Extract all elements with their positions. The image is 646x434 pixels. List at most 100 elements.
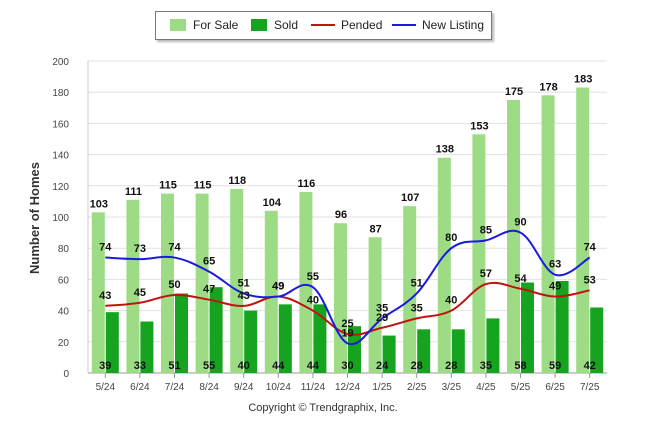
data-label-new-listing: 55 <box>307 271 319 283</box>
data-label-for-sale: 118 <box>228 175 246 187</box>
data-label-sold: 39 <box>99 360 111 372</box>
data-label-new-listing: 74 <box>584 242 597 254</box>
bar-for-sale <box>576 87 590 374</box>
data-label-pended: 29 <box>376 312 388 324</box>
x-tick-label: 5/25 <box>511 382 531 393</box>
x-tick-label: 8/24 <box>199 382 219 393</box>
data-label-sold: 30 <box>341 360 353 372</box>
bar-for-sale <box>403 206 417 373</box>
data-label-new-listing: 65 <box>203 256 215 268</box>
bar-sold <box>590 307 604 373</box>
x-tick-label: 1/25 <box>372 382 392 393</box>
data-label-sold: 28 <box>411 360 423 372</box>
data-label-sold: 51 <box>168 360 180 372</box>
data-label-sold: 24 <box>376 360 389 372</box>
data-label-for-sale: 87 <box>369 223 381 235</box>
bar-sold <box>175 293 188 373</box>
data-label-pended: 40 <box>445 295 457 307</box>
pended-line-icon <box>311 24 335 26</box>
y-tick-label: 60 <box>58 275 70 286</box>
legend-label-pended: Pended <box>341 18 383 32</box>
bar-sold <box>209 287 223 373</box>
bar-for-sale <box>368 237 382 373</box>
bar-sold <box>348 326 361 373</box>
data-label-new-listing: 74 <box>99 242 112 254</box>
bar-for-sale <box>126 199 140 373</box>
y-tick-label: 80 <box>58 244 70 255</box>
data-label-pended: 50 <box>168 279 180 291</box>
data-label-new-listing: 74 <box>168 242 181 254</box>
data-label-for-sale: 175 <box>505 86 523 98</box>
bar-for-sale <box>264 210 278 373</box>
x-tick-label: 2/25 <box>407 382 427 393</box>
line-series <box>105 229 591 346</box>
bar-sold <box>451 329 465 373</box>
data-label-pended: 49 <box>272 281 284 293</box>
y-tick-label: 40 <box>58 307 70 318</box>
bar-series <box>91 87 604 374</box>
data-label-for-sale: 153 <box>470 120 488 132</box>
x-tick-label: 10/24 <box>266 382 291 393</box>
line-new-listing <box>105 229 591 346</box>
bar-for-sale <box>334 223 347 373</box>
line-pended <box>105 281 590 336</box>
data-label-pended: 35 <box>411 302 423 314</box>
data-label-for-sale: 111 <box>125 186 142 198</box>
y-tick-label: 140 <box>52 151 69 162</box>
bar-sold <box>382 335 396 373</box>
bar-for-sale <box>161 193 174 373</box>
data-label-new-listing: 19 <box>341 327 353 339</box>
x-tick-label: 9/24 <box>234 382 254 393</box>
data-label-sold: 33 <box>134 360 146 372</box>
data-label-for-sale: 116 <box>298 178 316 190</box>
legend: For Sale Sold Pended New Listing <box>155 11 492 40</box>
bar-sold <box>140 321 154 373</box>
y-axis-ticks: 0 20 40 60 80 100 120 140 160 180 200 <box>52 57 69 380</box>
x-axis-ticks: 5/24 6/24 7/24 8/24 9/24 10/24 11/24 12/24 1/25 2… <box>96 373 600 393</box>
bar-sold <box>417 329 431 373</box>
data-label-new-listing: 85 <box>480 224 492 236</box>
bar-for-sale <box>91 212 105 373</box>
y-tick-label: 160 <box>52 119 69 130</box>
y-tick-label: 200 <box>52 57 69 68</box>
data-label-sold: 55 <box>203 360 215 372</box>
data-label-sold: 35 <box>480 360 492 372</box>
data-label-for-sale: 115 <box>194 180 212 192</box>
y-tick-label: 20 <box>58 338 70 349</box>
data-label-for-sale: 96 <box>335 209 347 221</box>
data-label-for-sale: 183 <box>574 74 592 86</box>
y-tick-label: 100 <box>52 213 69 224</box>
x-tick-label: 7/25 <box>580 382 600 393</box>
new-listing-line-icon <box>392 24 416 26</box>
data-label-for-sale: 104 <box>263 197 282 209</box>
bar-for-sale <box>541 95 555 373</box>
data-label-new-listing: 49 <box>272 281 284 293</box>
bar-sold <box>105 312 119 373</box>
data-label-pended: 47 <box>203 284 215 296</box>
data-label-for-sale: 178 <box>539 81 557 93</box>
data-label-pended: 45 <box>134 287 146 299</box>
x-tick-label: 7/24 <box>165 382 185 393</box>
bar-sold <box>244 310 258 373</box>
bar-for-sale <box>230 188 244 373</box>
legend-label-for-sale: For Sale <box>193 18 239 32</box>
x-tick-label: 6/25 <box>545 382 565 393</box>
y-axis-label: Number of Homes <box>27 162 42 274</box>
data-label-new-listing: 90 <box>514 217 526 229</box>
data-label-pended: 43 <box>99 290 111 302</box>
data-label-new-listing: 80 <box>445 232 457 244</box>
bar-for-sale <box>507 100 520 373</box>
data-labels: 103 39 43 74 111 33 45 73 115 51 50 74 115 55 47 65 118 4… <box>90 74 597 372</box>
bar-sold <box>313 304 327 373</box>
x-tick-label: 11/24 <box>301 382 326 393</box>
sold-swatch-icon <box>251 19 267 31</box>
data-label-new-listing: 35 <box>376 302 388 314</box>
data-label-pended: 49 <box>549 281 561 293</box>
bar-sold <box>555 280 569 373</box>
data-label-sold: 40 <box>238 360 250 372</box>
data-label-sold: 58 <box>514 360 526 372</box>
bar-for-sale <box>472 134 486 373</box>
x-tick-label: 3/25 <box>442 382 462 393</box>
x-tick-label: 4/25 <box>476 382 496 393</box>
